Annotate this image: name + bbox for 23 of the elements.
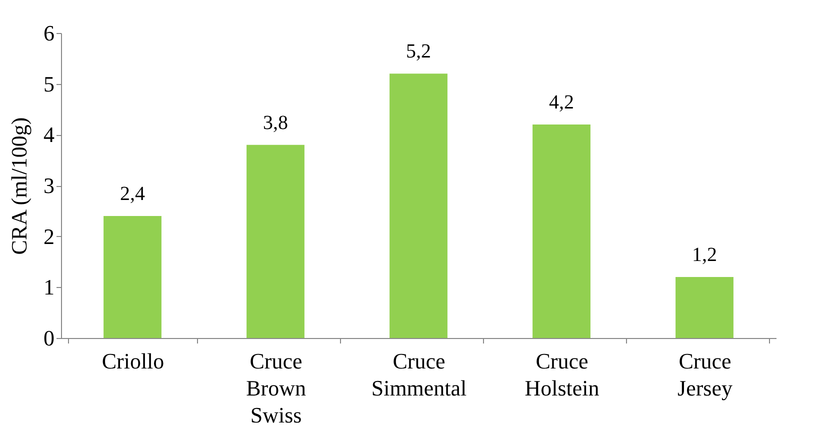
x-tick-label: Criollo (102, 348, 164, 374)
bar (104, 216, 162, 338)
data-label: 4,2 (549, 92, 574, 114)
data-label: 1,2 (692, 244, 717, 266)
bar (532, 124, 590, 338)
y-tick-label: 0 (44, 326, 54, 350)
x-tick-label: Cruce Simmental (371, 348, 467, 400)
x-tick-label: Cruce Holstein (524, 348, 600, 400)
y-tick-label: 6 (44, 20, 54, 46)
y-tick-label: 1 (44, 274, 54, 300)
y-tick-label: 5 (44, 71, 54, 96)
x-tick-label: Cruce Brown Swiss (246, 348, 306, 428)
data-label: 3,8 (263, 112, 288, 134)
y-tick-label: 2 (44, 224, 54, 249)
y-tick-label: 4 (44, 122, 54, 148)
y-axis-title: CRA (ml/100g) (6, 117, 32, 255)
data-label: 2,4 (120, 183, 145, 205)
x-tick-label: Cruce Jersey (678, 348, 732, 400)
y-tick-label: 3 (44, 173, 54, 198)
bar (390, 74, 448, 338)
bar (676, 277, 734, 338)
bar (246, 144, 304, 338)
data-label: 5,2 (406, 40, 431, 63)
